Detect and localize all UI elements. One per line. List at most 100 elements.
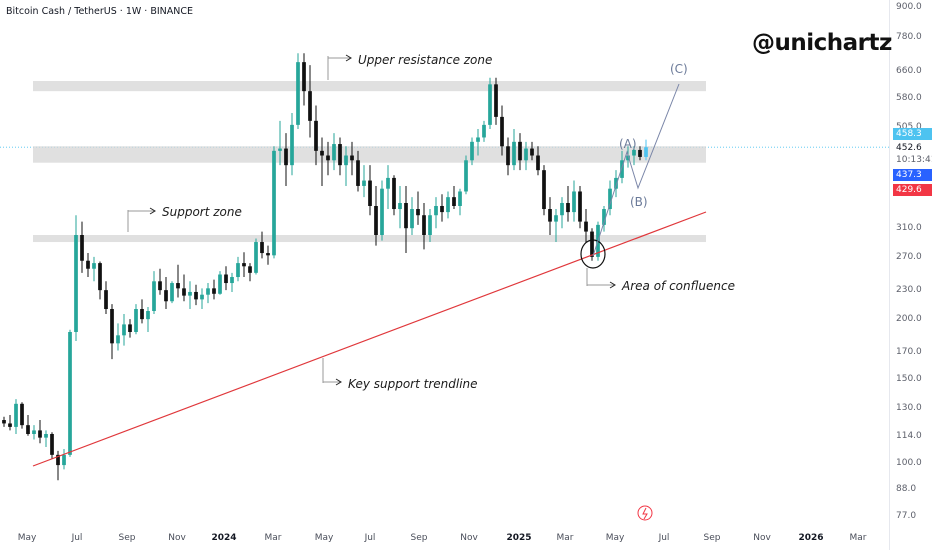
candle-body — [176, 283, 180, 289]
y-tick: 310.0 — [896, 223, 922, 233]
candle-body — [356, 160, 360, 186]
candle-body — [386, 177, 390, 189]
candle-body — [86, 260, 90, 269]
candle-body — [122, 324, 126, 336]
candle-body — [398, 203, 402, 210]
candle-body — [422, 215, 426, 235]
candle-body — [554, 215, 558, 222]
candle-body — [14, 403, 18, 427]
x-tick: Mar — [849, 533, 867, 543]
candle-body — [608, 188, 612, 210]
candle-body — [182, 288, 186, 296]
candle-body — [224, 274, 228, 284]
candle-body — [38, 430, 42, 438]
candle-body — [134, 309, 138, 332]
candle-body — [26, 425, 30, 434]
candle-body — [164, 290, 168, 302]
candle-body — [500, 116, 504, 147]
candle-body — [278, 148, 282, 151]
candle-body — [344, 155, 348, 166]
candle-body — [434, 205, 438, 216]
candle-body — [290, 124, 294, 166]
candle-body — [200, 294, 204, 300]
candle-body — [128, 324, 132, 332]
candle-body — [116, 335, 120, 344]
candle-body — [260, 242, 264, 254]
candle-body — [350, 155, 354, 161]
candle-body — [80, 235, 84, 261]
wave-a-label: (A) — [619, 137, 637, 151]
candle-body — [332, 144, 336, 161]
candle-body — [638, 149, 642, 157]
candle-body — [536, 155, 540, 171]
candle-body — [32, 430, 36, 434]
wave-projection-path — [592, 83, 680, 257]
candle-body — [512, 141, 516, 166]
y-tick: 170.0 — [896, 347, 922, 357]
confluence-label: Area of confluence — [622, 279, 735, 293]
author-watermark: @unichartz — [752, 30, 892, 56]
bar-countdown: 10:13:41 — [896, 155, 932, 165]
candle-body — [560, 203, 564, 216]
candle-body — [362, 180, 366, 186]
y-tick: 100.0 — [896, 458, 922, 468]
candle-body — [62, 454, 66, 466]
candle-body — [644, 147, 648, 157]
y-tick: 505.0 — [896, 122, 922, 132]
candle-body — [284, 148, 288, 166]
candle-body — [482, 124, 486, 138]
key-trendline-label: Key support trendline — [348, 377, 478, 391]
candle-body — [206, 288, 210, 295]
candle-body — [524, 148, 528, 161]
candle-body — [212, 288, 216, 294]
x-tick: 2024 — [211, 533, 237, 543]
candle-body — [614, 177, 618, 189]
candle-body — [236, 263, 240, 278]
candle-body — [92, 263, 96, 269]
candle-body — [392, 177, 396, 210]
candle-body — [50, 433, 54, 455]
price-badge-high: 458.3 — [893, 128, 932, 140]
candle-body — [20, 403, 24, 426]
candle-body — [140, 309, 144, 320]
y-tick: 230.0 — [896, 285, 922, 295]
candle-body — [566, 203, 570, 213]
candle-body — [518, 141, 522, 161]
y-tick: 130.0 — [896, 403, 922, 413]
candle-body — [470, 141, 474, 161]
y-tick: 580.0 — [896, 93, 922, 103]
x-tick: Jul — [658, 533, 670, 543]
candle-body — [494, 84, 498, 117]
y-tick: 114.0 — [896, 431, 922, 441]
x-tick: May — [314, 533, 334, 543]
y-tick: 780.0 — [896, 32, 922, 42]
x-tick: 2025 — [506, 533, 532, 543]
candle-body — [218, 274, 222, 294]
x-tick: Nov — [168, 533, 186, 543]
support-zone-label: Support zone — [162, 205, 242, 219]
candle-body — [548, 209, 552, 222]
candle-body — [530, 148, 534, 156]
price-zone — [33, 81, 706, 92]
candle-body — [440, 205, 444, 213]
candle-body — [602, 209, 606, 225]
arrow-head — [609, 281, 616, 289]
candle-body — [368, 180, 372, 206]
lightning-icon — [637, 505, 653, 521]
y-tick: 88.0 — [896, 484, 917, 494]
candle-body — [56, 454, 60, 466]
candle-body — [452, 197, 456, 206]
x-tick: Sep — [410, 533, 428, 543]
price-axis-border — [889, 0, 890, 550]
candle-body — [104, 290, 108, 310]
candle-body — [158, 281, 162, 291]
chart-title: Bitcoin Cash / TetherUS · 1W · BINANCE — [6, 6, 193, 17]
candle-body — [266, 253, 270, 256]
x-tick: Sep — [118, 533, 136, 543]
candle-body — [578, 191, 582, 222]
x-tick: Jul — [364, 533, 376, 543]
candle-body — [590, 231, 594, 257]
x-tick: May — [17, 533, 37, 543]
